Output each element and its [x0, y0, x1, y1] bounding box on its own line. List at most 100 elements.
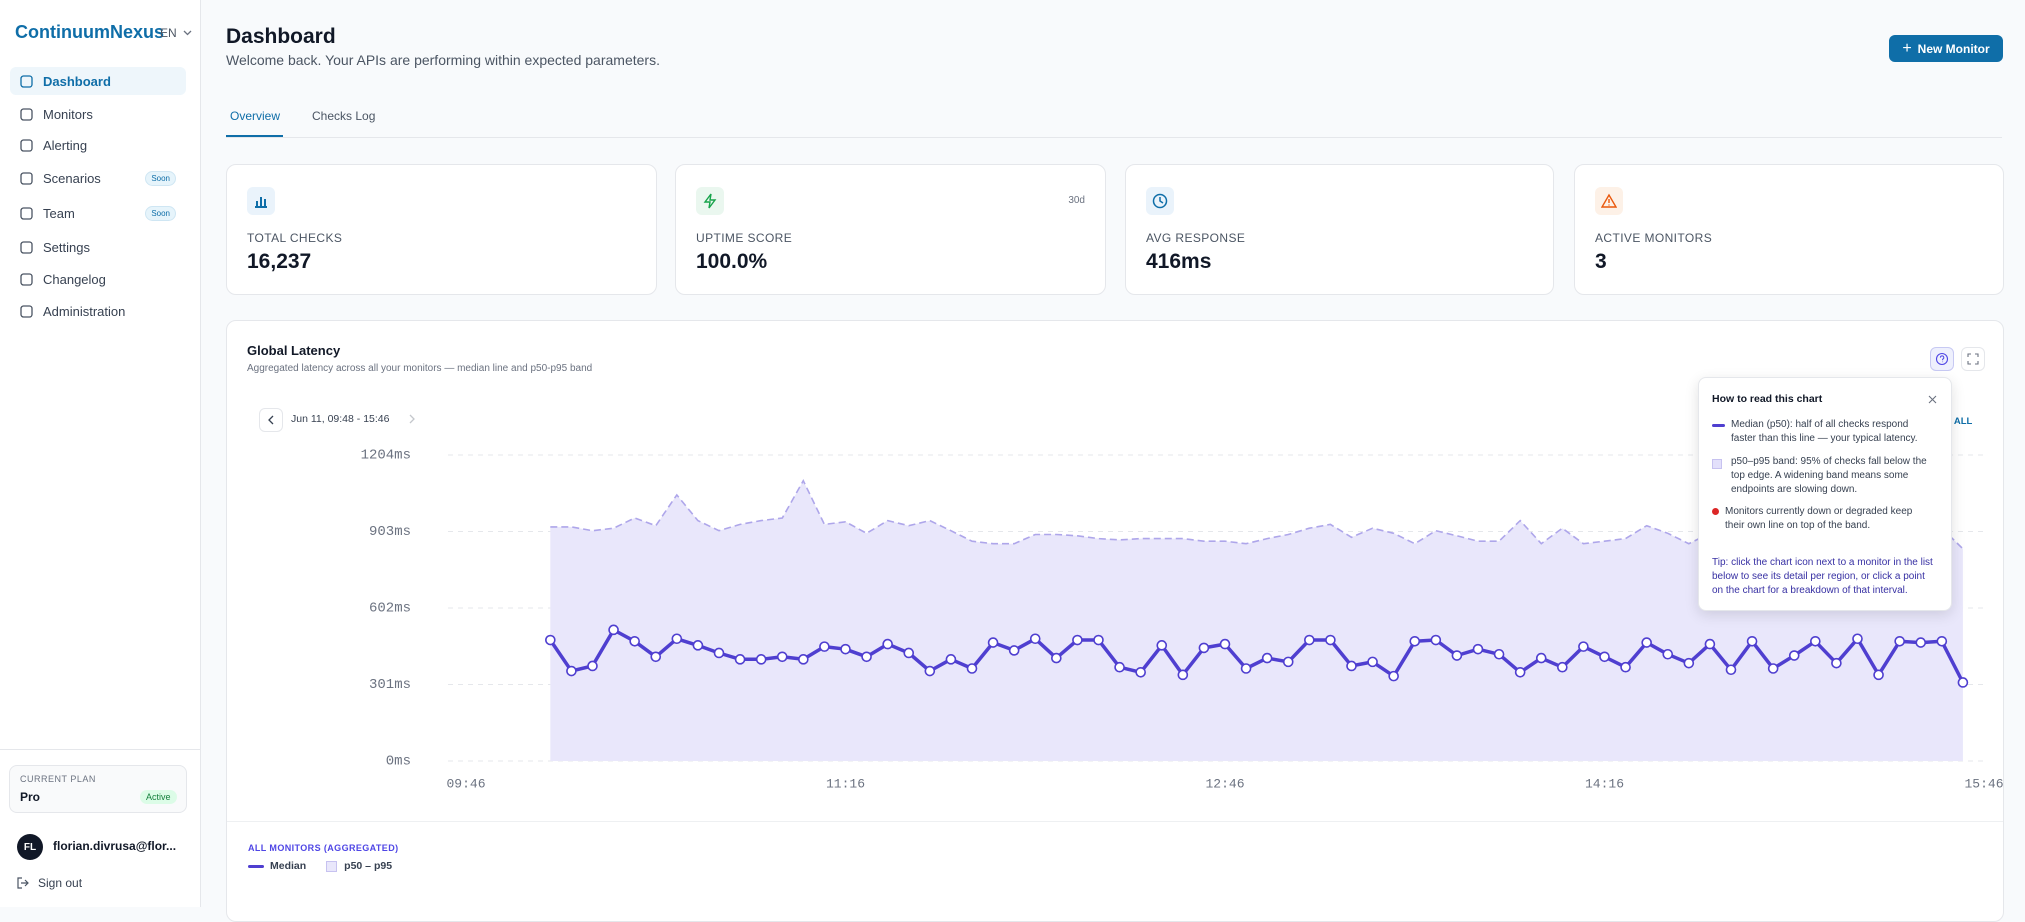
data-point [1198, 642, 1210, 654]
data-point [1578, 641, 1589, 652]
data-point [966, 663, 978, 674]
y-tick-label: 602ms [369, 601, 411, 617]
x-tick-label: 11:16 [826, 776, 865, 791]
data-point [945, 654, 957, 665]
signout-icon [17, 877, 29, 889]
tab[interactable]: Overview [230, 109, 281, 123]
data-point [1072, 634, 1083, 646]
button-label: New Monitor [1917, 41, 1990, 56]
nav-icon [20, 107, 33, 121]
band-area [550, 480, 1963, 761]
popover-title: How to read this chart [1712, 393, 1823, 405]
data-point [1240, 663, 1252, 674]
stat-card: TOTAL CHECKS 16,237 [226, 164, 657, 295]
prev-button[interactable] [259, 408, 283, 432]
data-point [840, 643, 851, 655]
nav-item[interactable]: Scenarios Soon [10, 164, 186, 192]
data-point [1388, 670, 1399, 682]
new-monitor-button[interactable]: + New Monitor [1889, 35, 2003, 62]
popover: How to read this chart Median (p50): hal… [1698, 377, 1952, 611]
divider [0, 749, 200, 750]
stat-card: 30d UPTIME SCORE 100.0% [675, 164, 1106, 295]
help-button[interactable] [1930, 347, 1954, 371]
sign-out[interactable]: Sign out [38, 876, 83, 890]
data-point [1472, 643, 1484, 655]
data-point [1683, 657, 1695, 669]
nav-item[interactable]: Team Soon [10, 199, 186, 227]
data-point [650, 651, 662, 663]
page-title: Dashboard [226, 25, 336, 48]
x-tick-label: 14:16 [1585, 776, 1624, 791]
data-point [1620, 661, 1631, 673]
nav-icon [20, 138, 33, 152]
legend-label: p50 – p95 [344, 860, 393, 872]
language[interactable]: EN [160, 26, 177, 40]
plan-status: Active [140, 790, 177, 804]
data-point [1093, 634, 1104, 646]
data-point [1261, 652, 1273, 664]
card-label: TOTAL CHECKS [247, 231, 343, 245]
data-point [1177, 669, 1189, 681]
data-point [1915, 637, 1927, 648]
nav-item[interactable]: Changelog [10, 265, 186, 293]
nav-item[interactable]: Dashboard [10, 67, 186, 95]
data-point [1810, 635, 1821, 647]
data-point [1936, 635, 1948, 647]
close-button[interactable] [1928, 395, 1937, 404]
nav-label: Settings [43, 239, 90, 255]
user-email[interactable]: florian.divrusa@flor... [53, 839, 177, 853]
data-point [545, 634, 556, 646]
nav-label: Monitors [43, 106, 93, 122]
data-point [734, 654, 746, 665]
stat-card: ACTIVE MONITORS 3 [1574, 164, 2004, 295]
tab[interactable]: Checks Log [312, 109, 376, 123]
plus-icon: + [1902, 39, 1912, 57]
legend-label: Median [270, 860, 307, 872]
nav-icon [20, 171, 33, 185]
data-point [1051, 652, 1062, 664]
nav-item[interactable]: Alerting [10, 131, 186, 159]
data-point [1831, 657, 1842, 669]
nav-item[interactable]: Settings [10, 233, 186, 261]
nav-label: Changelog [43, 271, 106, 287]
sidebar: ContinuumNexus EN Dashboard Monitors Alert… [0, 0, 201, 907]
brand: ContinuumNexus [15, 22, 165, 42]
plan-name: Pro [20, 790, 41, 804]
data-point [566, 665, 577, 677]
chart-title: Global Latency [247, 343, 341, 358]
card-label: UPTIME SCORE [696, 231, 793, 245]
nav-item[interactable]: Administration [10, 297, 186, 325]
nav-label: Dashboard [43, 73, 111, 89]
data-point [1493, 648, 1505, 660]
divider [227, 821, 2003, 822]
data-point [819, 641, 830, 652]
data-point [1852, 633, 1863, 645]
card-label: ACTIVE MONITORS [1595, 231, 1713, 245]
plan-caption: CURRENT PLAN [20, 774, 96, 784]
data-point [1367, 656, 1378, 668]
nav-item[interactable]: Monitors [10, 100, 186, 128]
data-point [1894, 635, 1905, 647]
card-value: 100.0% [696, 250, 768, 273]
nav-icon [20, 240, 33, 254]
data-point [1430, 634, 1442, 646]
data-point [1451, 650, 1463, 661]
card-value: 416ms [1146, 250, 1212, 273]
data-point [629, 635, 640, 647]
expand-button[interactable] [1961, 347, 1985, 371]
nav-icon [20, 304, 33, 318]
nav-icon [20, 206, 33, 220]
legend-swatch [326, 860, 338, 872]
data-point [1008, 645, 1020, 656]
card-icon [696, 187, 724, 215]
data-point [1409, 635, 1421, 647]
popover-item: Monitors currently down or degraded keep… [1725, 506, 1913, 531]
card-label: AVG RESPONSE [1146, 231, 1246, 245]
x-tick-label: 09:46 [446, 776, 485, 791]
range-label: Jun 11, 09:48 - 15:46 [291, 413, 390, 425]
band-icon [1712, 459, 1722, 469]
data-point [1557, 661, 1568, 673]
next-button[interactable] [401, 408, 423, 430]
